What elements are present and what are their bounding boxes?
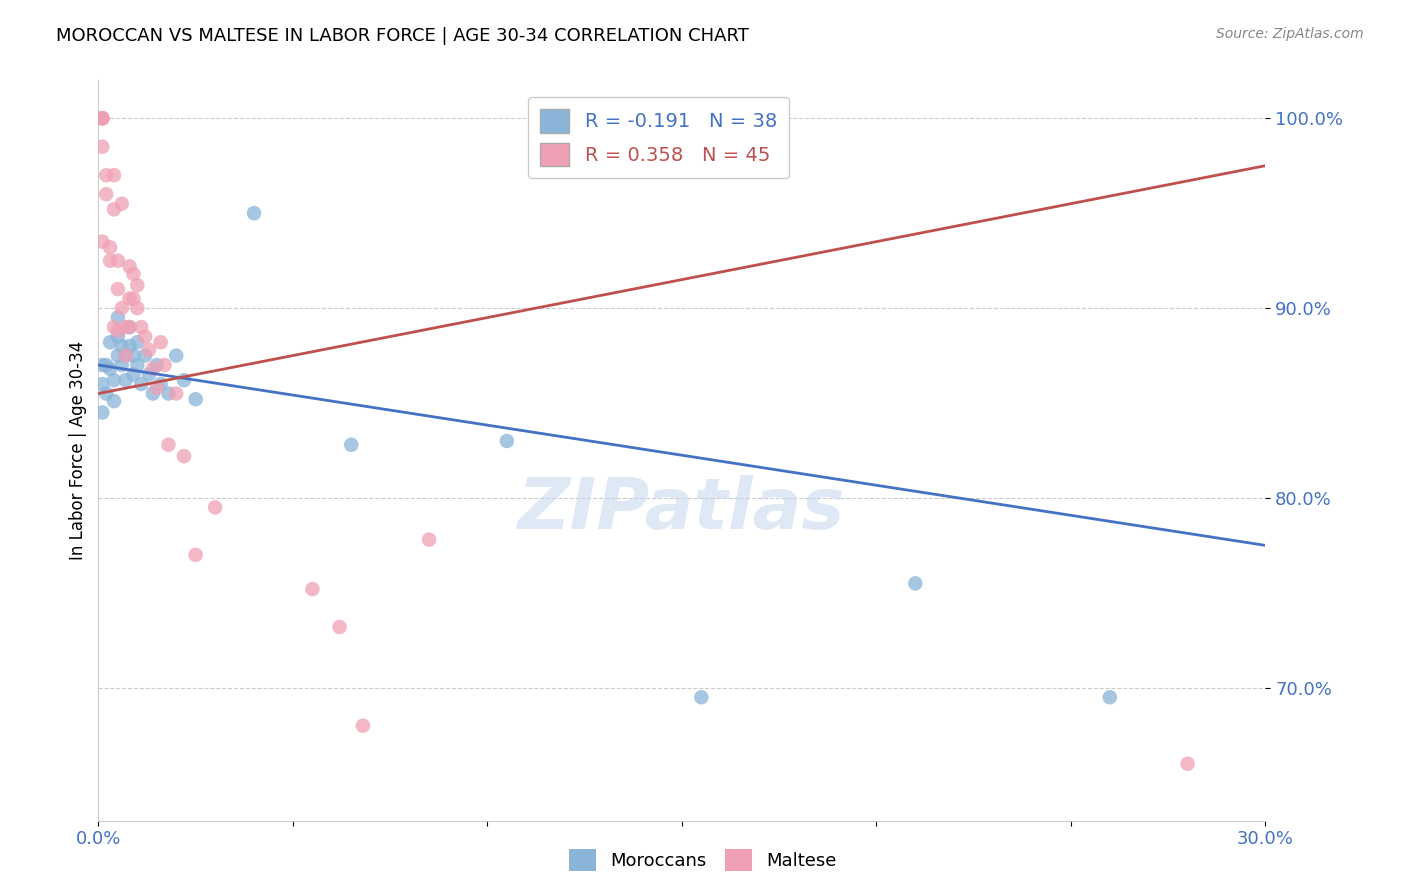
Point (149, 377, 172, 392)
Point (111, 196, 134, 211)
Point (118, 320, 141, 334)
Point (165, 386, 187, 401)
Legend: R = -0.191   N = 38, R = 0.358   N = 45: R = -0.191 N = 38, R = 0.358 N = 45 (529, 97, 789, 178)
Point (142, 361, 165, 376)
Point (98, 253, 121, 268)
Point (96, 168, 118, 182)
Point (496, 434, 519, 448)
Point (91, 112, 114, 126)
Point (1098, 690, 1121, 705)
Point (127, 335, 149, 350)
Point (157, 386, 180, 401)
Point (134, 349, 156, 363)
Point (340, 438, 363, 452)
Point (107, 329, 129, 343)
Point (111, 339, 134, 353)
Point (98, 361, 121, 376)
Point (329, 620, 352, 634)
Legend: Moroccans, Maltese: Moroccans, Maltese (562, 842, 844, 879)
Point (103, 320, 125, 334)
Point (122, 349, 145, 363)
Point (690, 112, 713, 126)
Point (96, 386, 118, 401)
Point (114, 320, 136, 334)
Point (690, 690, 713, 705)
Point (301, 582, 323, 596)
Point (204, 500, 226, 515)
Point (243, 206, 266, 220)
Point (107, 324, 129, 338)
Y-axis label: In Labor Force | Age 30-34: In Labor Force | Age 30-34 (69, 341, 87, 560)
Point (114, 349, 136, 363)
Point (129, 320, 152, 334)
Point (122, 368, 145, 382)
Point (103, 394, 125, 409)
Point (114, 349, 136, 363)
Point (118, 292, 141, 306)
Point (96, 358, 118, 372)
Point (146, 358, 169, 372)
Point (118, 260, 141, 274)
Point (184, 548, 207, 562)
Point (142, 386, 165, 401)
Text: MOROCCAN VS MALTESE IN LABOR FORCE | AGE 30-34 CORRELATION CHART: MOROCCAN VS MALTESE IN LABOR FORCE | AGE… (56, 27, 749, 45)
Point (122, 267, 145, 281)
Point (98, 240, 121, 254)
Point (91, 405, 114, 419)
Point (103, 168, 125, 182)
Point (118, 320, 141, 334)
Text: ZIPatlas: ZIPatlas (519, 475, 845, 544)
Point (173, 373, 195, 387)
Point (165, 349, 187, 363)
Point (98, 335, 121, 350)
Point (91, 235, 114, 249)
Point (111, 301, 134, 315)
Point (138, 343, 160, 357)
Point (91, 139, 114, 153)
Point (138, 368, 160, 382)
Point (103, 202, 125, 217)
Point (107, 310, 129, 325)
Point (107, 349, 129, 363)
Point (91, 358, 114, 372)
Point (134, 329, 156, 343)
Point (127, 358, 149, 372)
Point (352, 719, 374, 733)
Point (114, 373, 136, 387)
Point (153, 358, 176, 372)
Point (107, 253, 129, 268)
Point (129, 377, 152, 392)
Point (91, 112, 114, 126)
Point (127, 301, 149, 315)
Point (149, 335, 172, 350)
Point (91, 112, 114, 126)
Point (184, 392, 207, 407)
Point (96, 187, 118, 202)
Point (107, 282, 129, 296)
Point (118, 339, 141, 353)
Point (103, 373, 125, 387)
Point (904, 576, 927, 591)
Point (91, 112, 114, 126)
Point (127, 278, 149, 293)
Point (418, 533, 440, 547)
Point (91, 377, 114, 392)
Point (122, 292, 145, 306)
Point (157, 438, 180, 452)
Point (1177, 756, 1199, 771)
Text: Source: ZipAtlas.com: Source: ZipAtlas.com (1216, 27, 1364, 41)
Point (146, 381, 169, 395)
Point (111, 358, 134, 372)
Point (173, 449, 195, 463)
